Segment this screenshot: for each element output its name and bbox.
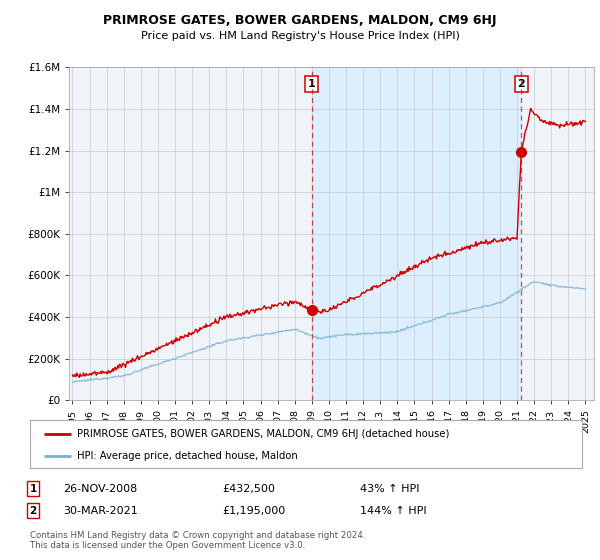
Text: £1,195,000: £1,195,000 <box>222 506 285 516</box>
Bar <box>312 67 521 400</box>
Text: 2: 2 <box>517 79 525 89</box>
Text: Contains HM Land Registry data © Crown copyright and database right 2024.
This d: Contains HM Land Registry data © Crown c… <box>30 531 365 550</box>
Text: PRIMROSE GATES, BOWER GARDENS, MALDON, CM9 6HJ (detached house): PRIMROSE GATES, BOWER GARDENS, MALDON, C… <box>77 430 449 439</box>
Text: 1: 1 <box>308 79 316 89</box>
Text: Price paid vs. HM Land Registry's House Price Index (HPI): Price paid vs. HM Land Registry's House … <box>140 31 460 41</box>
Text: HPI: Average price, detached house, Maldon: HPI: Average price, detached house, Mald… <box>77 451 298 461</box>
Text: 144% ↑ HPI: 144% ↑ HPI <box>360 506 427 516</box>
Text: PRIMROSE GATES, BOWER GARDENS, MALDON, CM9 6HJ: PRIMROSE GATES, BOWER GARDENS, MALDON, C… <box>103 14 497 27</box>
Text: 43% ↑ HPI: 43% ↑ HPI <box>360 484 419 494</box>
Text: 26-NOV-2008: 26-NOV-2008 <box>63 484 137 494</box>
Text: £432,500: £432,500 <box>222 484 275 494</box>
Text: 1: 1 <box>29 484 37 494</box>
Text: 30-MAR-2021: 30-MAR-2021 <box>63 506 138 516</box>
Text: 2: 2 <box>29 506 37 516</box>
